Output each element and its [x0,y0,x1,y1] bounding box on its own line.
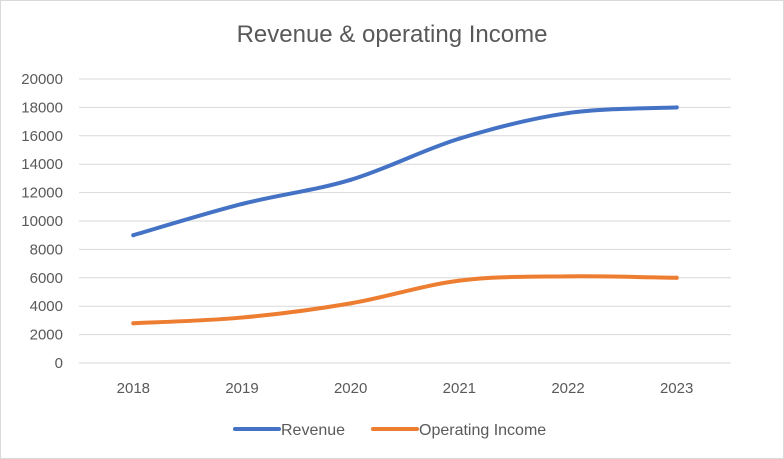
legend-item: Operating Income [371,422,546,439]
y-tick-label: 6000 [30,270,63,287]
x-tick-label: 2020 [334,380,367,397]
y-tick-label: 12000 [21,185,63,202]
data-point [674,105,679,110]
data-point [674,275,679,280]
y-tick-label: 0 [55,355,63,372]
data-point [566,111,570,116]
legend-label: Operating Income [419,422,546,439]
legend: Revenue Operating Income [233,422,546,439]
series-line-operating-income [131,274,679,326]
y-tick-label: 14000 [21,156,63,173]
y-tick-label: 20000 [21,71,63,88]
series-lines [131,105,679,326]
data-point [566,274,570,279]
legend-item: Revenue [233,422,345,439]
chart-title: Revenue & operating Income [236,21,548,48]
series-line-revenue [131,105,679,238]
x-tick-label: 2021 [443,380,476,397]
y-tick-label: 8000 [30,241,63,258]
x-tick-label: 2022 [551,380,584,397]
data-point [131,321,136,326]
x-tick-label: 2019 [225,380,258,397]
y-tick-label: 16000 [21,128,63,145]
y-tick-label: 18000 [21,99,63,116]
data-point [348,301,353,306]
data-point [240,315,244,320]
y-tick-label: 4000 [30,298,63,315]
data-point [131,233,136,238]
y-axis-tick-labels: 0 2000 4000 6000 8000 10000 12000 14000 16000 180… [21,71,63,372]
data-point [348,177,353,182]
data-point [240,201,244,206]
legend-label: Revenue [281,422,345,439]
y-tick-label: 10000 [21,213,63,230]
x-tick-label: 2018 [117,380,150,397]
data-point [457,278,462,283]
y-tick-label: 2000 [30,327,63,344]
x-axis-tick-labels: 2018 2019 2020 2021 2022 2023 [117,380,694,397]
data-point [457,136,462,141]
x-tick-label: 2023 [660,380,693,397]
